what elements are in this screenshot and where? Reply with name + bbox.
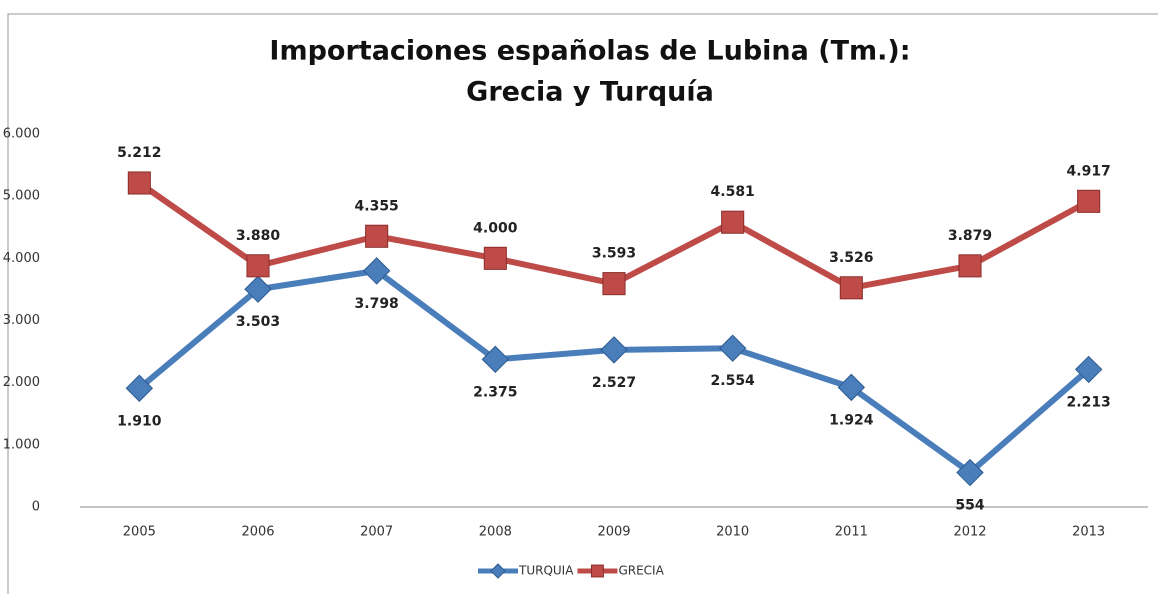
data-label: 3.880 (236, 228, 281, 244)
point (244, 275, 272, 303)
legend-label: GRECIA (618, 564, 664, 578)
series-line (137, 267, 1091, 476)
point (481, 345, 510, 374)
y-tick-label: 3.000 (3, 313, 40, 328)
point (1077, 189, 1101, 213)
data-label: 4.355 (355, 198, 399, 214)
data-label: 2.375 (473, 384, 517, 400)
point (839, 276, 863, 300)
x-tick-label: 2005 (123, 525, 156, 540)
y-tick-label: 2.000 (3, 375, 40, 390)
data-label: 2.554 (711, 373, 756, 389)
point (362, 257, 391, 285)
x-tick-label: 2013 (1072, 525, 1105, 540)
chart-border (7, 13, 1158, 594)
data-label: 4.581 (711, 184, 755, 200)
x-tick-label: 2010 (716, 525, 749, 540)
data-label: 5.212 (117, 145, 161, 161)
point (490, 563, 506, 579)
chart-title: Importaciones españolas de Lubina (Tm.): (269, 36, 910, 67)
point (721, 210, 745, 234)
x-tick-label: 2007 (360, 525, 393, 540)
data-label: 3.526 (829, 250, 873, 266)
point (590, 564, 604, 578)
data-label: 3.503 (236, 314, 280, 330)
point (483, 246, 507, 270)
data-label: 3.798 (355, 296, 399, 312)
x-tick-label: 2009 (597, 525, 630, 540)
point (127, 171, 151, 195)
data-label: 3.593 (592, 246, 636, 262)
point (718, 334, 747, 362)
point (837, 373, 866, 402)
x-tick-label: 2012 (953, 525, 986, 540)
y-tick-label: 1.000 (3, 437, 40, 452)
point (246, 254, 270, 278)
point (956, 458, 984, 487)
legend-label: TURQUIA (518, 564, 574, 578)
y-tick-label: 4.000 (3, 251, 40, 266)
chart-subtitle: Grecia y Turquía (466, 77, 714, 108)
x-tick-label: 2011 (835, 525, 868, 540)
data-label: 4.000 (473, 220, 518, 236)
point (1074, 355, 1103, 384)
data-label: 554 (955, 498, 984, 514)
data-label: 3.879 (948, 228, 992, 244)
y-tick-label: 5.000 (3, 189, 40, 204)
point (602, 272, 626, 296)
point (365, 224, 389, 248)
data-label: 2.527 (592, 375, 636, 391)
point (958, 254, 982, 278)
data-label: 1.910 (117, 413, 162, 429)
x-tick-label: 2008 (479, 525, 512, 540)
y-tick-label: 6.000 (3, 127, 40, 142)
data-label: 1.924 (829, 412, 874, 428)
x-tick-label: 2006 (241, 525, 274, 540)
y-tick-label: 0 (32, 500, 40, 515)
point (600, 336, 628, 364)
data-label: 2.213 (1067, 394, 1111, 410)
data-label: 4.917 (1067, 163, 1111, 179)
point (125, 374, 154, 402)
series-line (137, 180, 1091, 291)
